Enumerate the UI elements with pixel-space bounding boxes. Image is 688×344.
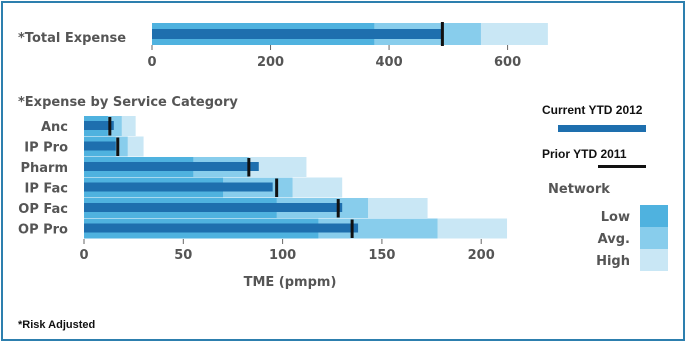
prior-marker [116, 137, 120, 156]
category-row-pharm: Pharm [20, 157, 307, 177]
total-tick-label: 0 [147, 55, 156, 70]
category-label: Anc [41, 120, 68, 135]
total-tick-label: 200 [257, 55, 284, 70]
category-row-op-pro: OP Pro [18, 218, 508, 239]
legend-network-title: Network [548, 182, 610, 197]
category-rows: Anc IP Pro Pharm IP Fac OP Fac OP Pro [18, 116, 508, 239]
category-tick-label: 50 [174, 248, 192, 263]
prior-marker [350, 219, 354, 238]
category-chart-title: *Expense by Service Category [18, 95, 238, 110]
legend-high-label: High [596, 254, 630, 269]
prior-marker [275, 178, 279, 197]
category-row-ip-pro: IP Pro [24, 136, 144, 157]
category-row-ip-fac: IP Fac [25, 177, 343, 198]
legend-current-label: Current YTD 2012 [542, 103, 643, 117]
category-tick-label: 100 [269, 248, 296, 263]
prior-marker [247, 158, 251, 177]
category-label: IP Pro [24, 141, 68, 156]
legend-high-swatch [640, 249, 668, 271]
total-expense-bands [152, 22, 548, 46]
legend-avg-label: Avg. [598, 232, 630, 247]
current-bar [84, 162, 259, 171]
category-axis: 0 50 100 150 200 [79, 239, 495, 263]
current-bar [84, 203, 343, 212]
category-row-op-fac: OP Fac [18, 198, 428, 218]
prior-marker [336, 199, 340, 218]
category-label: Pharm [20, 161, 68, 176]
total-current-bar [152, 29, 443, 39]
current-bar [84, 121, 114, 130]
legend-low-swatch [640, 205, 668, 227]
legend-low-label: Low [601, 210, 630, 225]
legend-prior-swatch [598, 165, 646, 168]
legend-avg-swatch [640, 227, 668, 249]
category-label: IP Fac [25, 182, 69, 197]
category-label: OP Pro [18, 223, 68, 238]
current-bar [84, 182, 273, 192]
category-label: OP Fac [18, 202, 68, 217]
total-tick-label: 400 [375, 55, 402, 70]
current-bar [84, 223, 359, 233]
x-axis-label: TME (pmpm) [244, 275, 337, 290]
category-tick-label: 0 [79, 248, 88, 263]
total-expense-axis: 0 200 400 600 [147, 45, 521, 70]
category-tick-label: 150 [368, 248, 395, 263]
category-row-anc: Anc [41, 116, 136, 136]
prior-marker [108, 117, 112, 136]
legend-prior-label: Prior YTD 2011 [542, 147, 627, 161]
footnote: *Risk Adjusted [18, 319, 95, 331]
category-tick-label: 200 [468, 248, 495, 263]
legend-current-swatch [558, 125, 646, 132]
current-bar [84, 141, 116, 151]
total-prior-marker [440, 22, 444, 46]
total-tick-label: 600 [494, 55, 521, 70]
total-expense-title: *Total Expense [18, 31, 126, 46]
